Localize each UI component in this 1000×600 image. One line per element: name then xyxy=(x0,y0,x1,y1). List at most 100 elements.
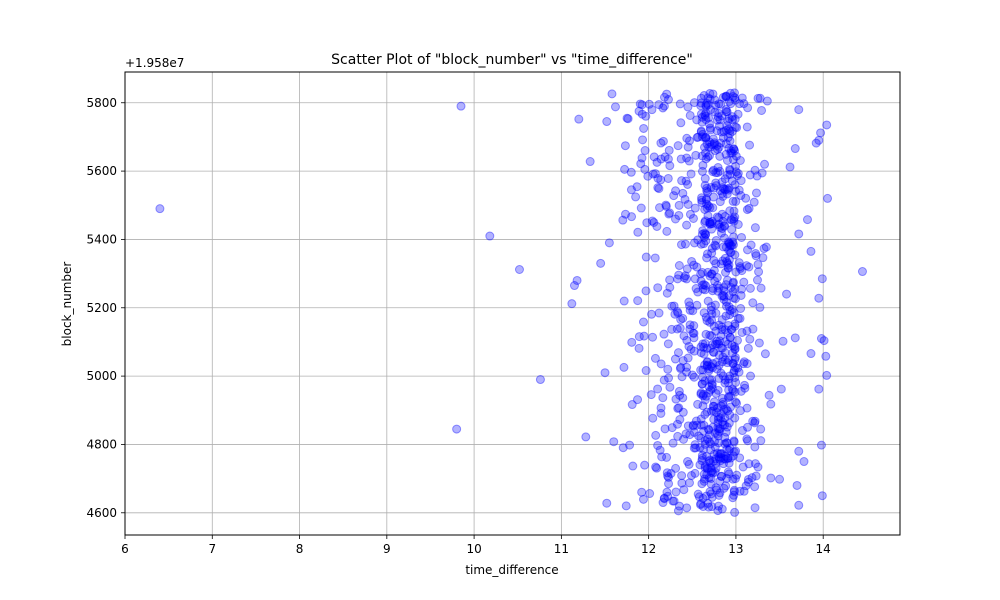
data-point xyxy=(692,133,702,142)
data-point xyxy=(794,446,804,456)
data-point xyxy=(698,391,708,401)
data-point xyxy=(609,437,619,447)
data-point xyxy=(745,140,755,150)
data-point xyxy=(733,169,743,179)
data-point xyxy=(811,138,821,148)
data-point xyxy=(717,325,727,335)
data-point xyxy=(675,364,685,374)
data-point xyxy=(713,506,723,516)
data-point xyxy=(682,220,692,230)
data-point xyxy=(726,391,736,401)
data-point xyxy=(726,324,736,334)
data-point xyxy=(817,274,827,284)
data-point xyxy=(701,108,711,118)
data-point xyxy=(632,182,642,192)
data-point xyxy=(720,420,730,430)
data-point xyxy=(705,385,715,395)
data-point xyxy=(657,452,667,462)
data-point xyxy=(749,197,759,207)
data-point xyxy=(702,361,712,371)
data-point xyxy=(660,152,670,162)
data-point xyxy=(703,463,713,473)
data-point xyxy=(684,459,694,469)
data-point xyxy=(719,283,729,293)
data-point xyxy=(732,171,742,181)
data-point xyxy=(653,440,663,450)
data-point xyxy=(756,436,766,446)
data-point xyxy=(802,215,812,225)
data-point xyxy=(714,490,724,500)
data-point xyxy=(710,95,720,105)
data-point xyxy=(724,238,734,248)
data-point xyxy=(689,372,699,382)
data-point xyxy=(704,437,714,447)
data-point xyxy=(724,245,734,255)
data-point xyxy=(663,95,673,105)
data-point xyxy=(705,455,715,465)
data-point xyxy=(711,483,721,493)
data-point xyxy=(743,477,753,487)
data-point xyxy=(705,123,715,133)
data-point xyxy=(728,474,738,484)
data-point xyxy=(709,414,719,424)
data-point xyxy=(726,402,736,412)
data-point xyxy=(721,267,731,277)
data-point xyxy=(725,371,735,381)
data-point xyxy=(730,294,740,304)
data-point xyxy=(750,503,760,513)
data-point xyxy=(737,266,747,276)
data-point xyxy=(721,107,731,117)
data-point xyxy=(705,217,715,227)
y-tick-label: 5600 xyxy=(86,164,117,178)
data-point xyxy=(723,133,733,143)
data-point xyxy=(702,199,712,209)
data-point xyxy=(602,117,612,127)
data-point xyxy=(727,176,737,186)
data-point xyxy=(697,479,707,489)
data-point xyxy=(720,432,730,442)
data-point xyxy=(712,115,722,125)
data-point xyxy=(698,284,708,294)
data-point xyxy=(730,146,740,156)
data-point xyxy=(698,160,708,170)
data-point xyxy=(723,453,733,463)
data-point xyxy=(717,471,727,481)
data-point xyxy=(689,238,699,248)
data-point xyxy=(729,144,739,154)
data-point xyxy=(711,358,721,368)
data-point xyxy=(709,256,719,266)
data-point xyxy=(696,433,706,443)
data-point xyxy=(698,339,708,349)
data-point xyxy=(620,141,630,151)
data-point xyxy=(714,108,724,118)
data-point xyxy=(724,302,734,312)
data-point xyxy=(691,443,701,453)
data-point xyxy=(693,399,703,409)
data-point xyxy=(727,304,737,314)
data-point xyxy=(722,121,732,131)
data-point xyxy=(664,472,674,482)
plot-frame xyxy=(124,71,901,536)
data-point xyxy=(618,215,628,225)
data-point xyxy=(725,310,735,320)
data-point xyxy=(678,356,688,366)
data-point xyxy=(704,382,714,392)
data-point xyxy=(725,136,735,146)
data-point xyxy=(760,349,770,359)
data-point xyxy=(697,456,707,466)
data-point xyxy=(697,379,707,389)
data-point xyxy=(714,452,724,462)
data-point xyxy=(722,275,732,285)
data-point xyxy=(697,229,707,239)
data-point xyxy=(822,120,832,130)
data-point xyxy=(706,142,716,152)
data-point xyxy=(741,481,751,491)
data-point xyxy=(673,141,683,151)
data-point xyxy=(718,371,728,381)
data-point xyxy=(718,92,728,102)
data-point xyxy=(663,471,673,481)
data-point xyxy=(708,165,718,175)
data-point xyxy=(685,301,695,311)
data-point xyxy=(707,331,717,341)
data-point xyxy=(700,110,710,120)
